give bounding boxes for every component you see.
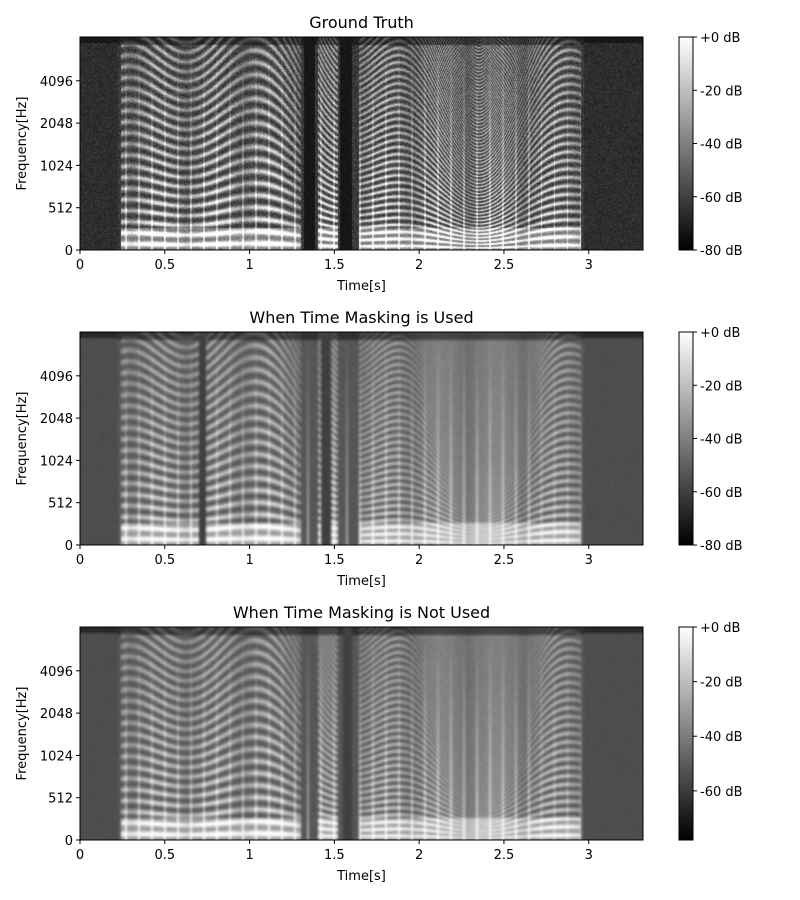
colorbar-tick-label: +0 dB xyxy=(700,621,740,636)
y-tick-label: 512 xyxy=(48,202,73,217)
y-axis-label: Frequency[Hz] xyxy=(15,687,30,781)
x-tick-label: 0.5 xyxy=(154,553,175,568)
x-tick-label: 1 xyxy=(245,258,253,273)
x-tick-label: 3 xyxy=(585,553,593,568)
colorbar-tick-label: -80 dB xyxy=(700,539,743,554)
y-axis-label: Frequency[Hz] xyxy=(15,97,30,191)
x-axis-label: Time[s] xyxy=(336,869,386,884)
plot-frame xyxy=(79,331,644,546)
colorbar-tick-label: +0 dB xyxy=(700,31,740,46)
chart-title: Ground Truth xyxy=(309,13,414,32)
x-tick-label: 0 xyxy=(76,553,84,568)
x-tick-label: 0 xyxy=(76,258,84,273)
y-axis-label: Frequency[Hz] xyxy=(15,392,30,486)
chart-title: When Time Masking is Used xyxy=(249,308,473,327)
colorbar-tick-label: +0 dB xyxy=(700,326,740,341)
colorbar-tick-label: -40 dB xyxy=(700,433,743,448)
y-tick-label: 1024 xyxy=(40,454,73,469)
spectrogram-image xyxy=(80,332,643,545)
x-tick-label: 0.5 xyxy=(154,848,175,863)
y-tick-label: 2048 xyxy=(40,117,73,132)
x-axis-label: Time[s] xyxy=(336,574,386,589)
x-tick-label: 2 xyxy=(415,553,423,568)
y-tick-label: 1024 xyxy=(40,159,73,174)
x-tick-label: 2.5 xyxy=(494,848,515,863)
x-axis-label: Time[s] xyxy=(336,279,386,294)
y-tick-label: 0 xyxy=(65,539,73,554)
colorbar-tick-label: -60 dB xyxy=(700,486,743,501)
y-tick-label: 0 xyxy=(65,834,73,849)
x-tick-label: 2 xyxy=(415,258,423,273)
y-tick-label: 4096 xyxy=(40,75,73,90)
x-tick-label: 2.5 xyxy=(494,258,515,273)
colorbar xyxy=(678,626,694,841)
x-tick-label: 1.5 xyxy=(324,258,345,273)
colorbar-tick-label: -40 dB xyxy=(700,138,743,153)
plot-frame xyxy=(79,626,644,841)
spectrogram-image xyxy=(80,627,643,840)
y-tick-label: 1024 xyxy=(40,749,73,764)
x-tick-label: 1.5 xyxy=(324,553,345,568)
colorbar-tick-label: -60 dB xyxy=(700,191,743,206)
x-tick-label: 1 xyxy=(245,848,253,863)
colorbar-tick-label: -40 dB xyxy=(700,730,743,745)
colorbar-tick-label: -20 dB xyxy=(700,379,743,394)
colorbar-tick-label: -20 dB xyxy=(700,676,743,691)
x-tick-label: 1 xyxy=(245,553,253,568)
colorbar-tick-label: -60 dB xyxy=(700,785,743,800)
y-tick-label: 4096 xyxy=(40,665,73,680)
chart-title: When Time Masking is Not Used xyxy=(233,603,490,622)
x-tick-label: 0 xyxy=(76,848,84,863)
colorbar-tick-label: -80 dB xyxy=(700,244,743,259)
x-tick-label: 3 xyxy=(585,848,593,863)
y-tick-label: 0 xyxy=(65,244,73,259)
y-tick-label: 2048 xyxy=(40,707,73,722)
colorbar xyxy=(678,36,694,251)
y-tick-label: 2048 xyxy=(40,412,73,427)
colorbar-tick-label: -20 dB xyxy=(700,84,743,99)
y-tick-label: 512 xyxy=(48,497,73,512)
spectrogram-image xyxy=(80,37,643,250)
x-tick-label: 2.5 xyxy=(494,553,515,568)
x-tick-label: 1.5 xyxy=(324,848,345,863)
plot-frame xyxy=(79,36,644,251)
y-tick-label: 4096 xyxy=(40,370,73,385)
colorbar xyxy=(678,331,694,546)
x-tick-label: 0.5 xyxy=(154,258,175,273)
x-tick-label: 2 xyxy=(415,848,423,863)
x-tick-label: 3 xyxy=(585,258,593,273)
y-tick-label: 512 xyxy=(48,792,73,807)
